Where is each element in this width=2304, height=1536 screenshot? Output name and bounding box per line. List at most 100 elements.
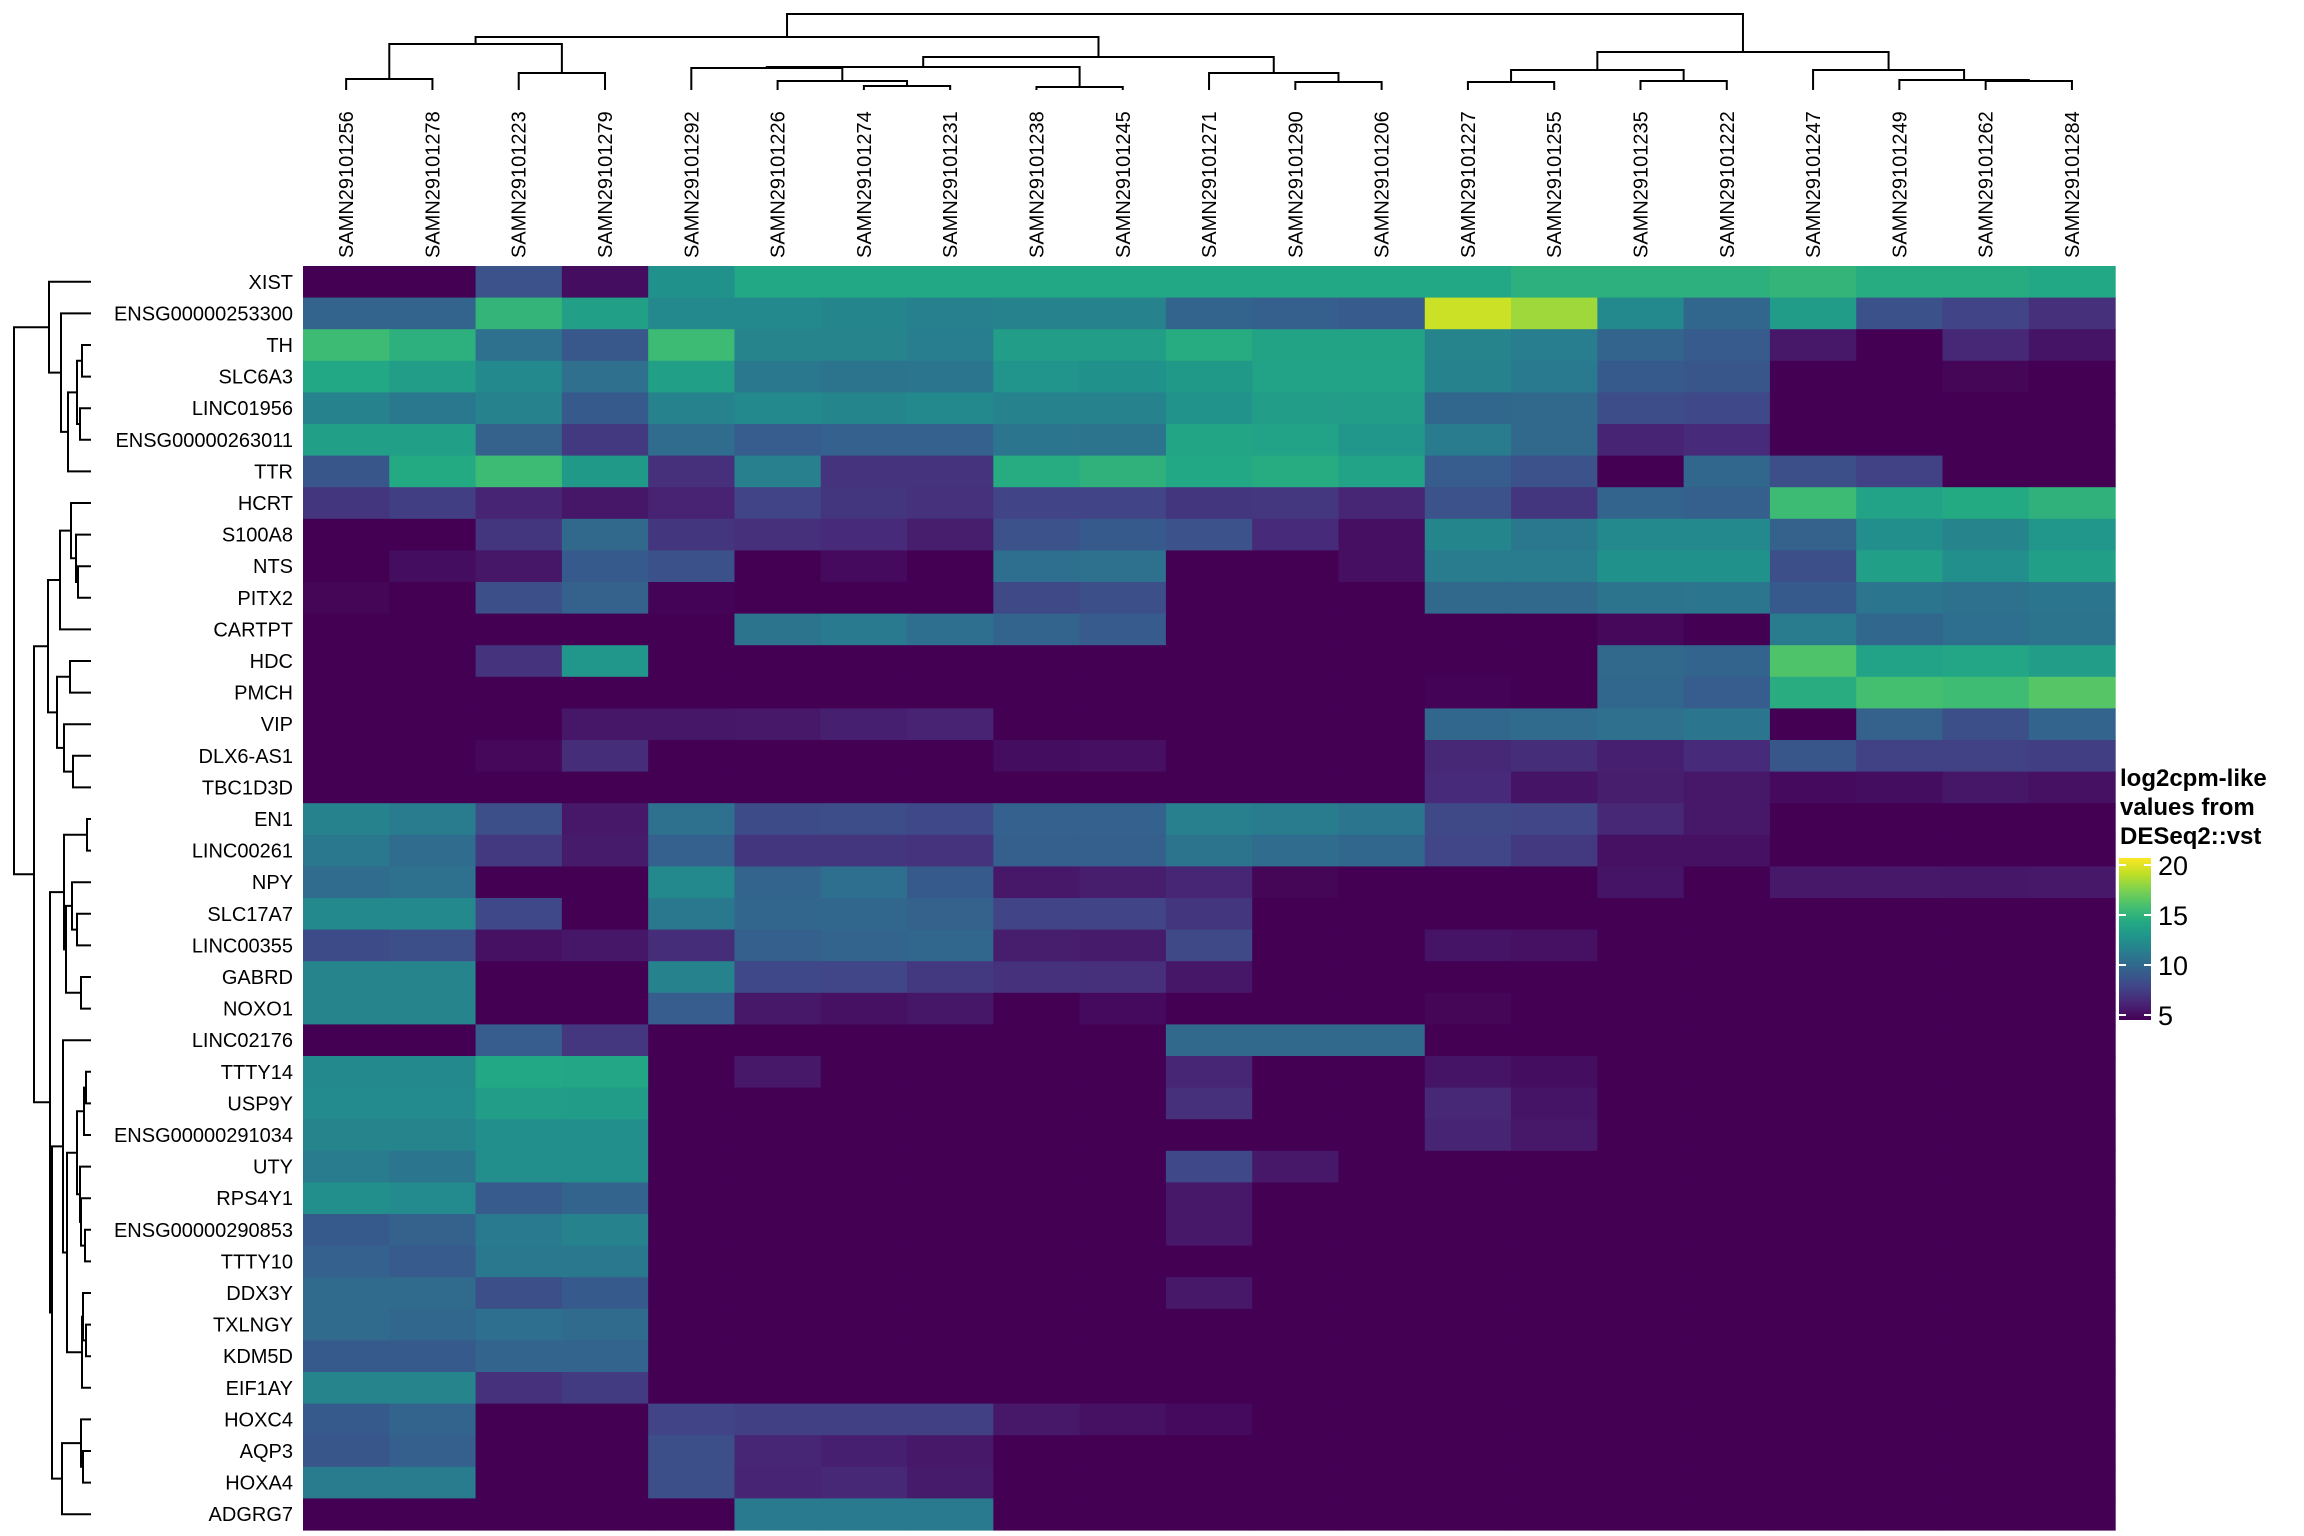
heatmap-cell <box>1597 582 1685 615</box>
heatmap-cell <box>734 1277 822 1310</box>
heatmap-cell <box>993 392 1081 425</box>
heatmap-cell <box>1511 1056 1598 1089</box>
heatmap-cell <box>1511 1498 1598 1531</box>
heatmap-cell <box>1942 1024 2030 1057</box>
heatmap-cell <box>303 424 390 457</box>
row-label: ENSG00000253300 <box>114 303 293 325</box>
heatmap-cell <box>1165 1308 1253 1341</box>
heatmap-cell <box>1424 645 1512 678</box>
heatmap-cell <box>907 424 994 457</box>
heatmap-cell <box>1165 740 1253 773</box>
heatmap-cell <box>648 645 736 678</box>
heatmap-cell <box>1769 297 1857 330</box>
heatmap-cell <box>734 266 822 299</box>
heatmap-cell <box>475 1498 563 1531</box>
heatmap-cell <box>1769 1182 1857 1215</box>
heatmap-cell <box>1769 1056 1857 1089</box>
heatmap-cell <box>1856 582 1944 615</box>
heatmap-cell <box>1942 1466 2030 1499</box>
heatmap-cell <box>1424 582 1512 615</box>
heatmap-cell <box>648 1340 736 1373</box>
heatmap-cell <box>389 1119 477 1152</box>
heatmap-cell <box>2028 803 2116 836</box>
heatmap-cell <box>1769 1119 1857 1152</box>
heatmap-cell <box>1338 1150 1426 1183</box>
heatmap-cell <box>1338 392 1426 425</box>
heatmap-cell <box>820 1308 908 1341</box>
heatmap-cell <box>907 645 994 678</box>
heatmap-cell <box>1165 1403 1253 1436</box>
heatmap-cell <box>1424 487 1512 520</box>
heatmap-cell <box>475 550 563 583</box>
heatmap-cell <box>389 771 477 804</box>
column-label: SAMN29101255 <box>1544 111 1566 258</box>
heatmap-cell <box>1424 1403 1512 1436</box>
heatmap-cell <box>1597 834 1685 867</box>
row-label: EN1 <box>254 809 293 831</box>
heatmap-cell <box>1769 929 1857 962</box>
heatmap-cell <box>475 708 563 741</box>
dendrogram-branch <box>63 723 91 773</box>
heatmap-cell <box>1683 1087 1771 1120</box>
heatmap-cell <box>1079 740 1167 773</box>
heatmap-cell <box>2028 1308 2116 1341</box>
heatmap-cell <box>734 1340 822 1373</box>
heatmap-cell <box>1597 266 1685 299</box>
row-label: UTY <box>253 1157 293 1179</box>
heatmap-cell <box>1769 740 1857 773</box>
heatmap-cell <box>734 1466 822 1499</box>
heatmap-cell <box>561 297 649 330</box>
heatmap-cell <box>993 740 1081 773</box>
heatmap-cell <box>1683 1308 1771 1341</box>
dendrogram-branch <box>345 78 434 90</box>
heatmap-cell <box>907 1150 994 1183</box>
heatmap-cell <box>820 1340 908 1373</box>
heatmap-cell <box>1769 1024 1857 1057</box>
row-label: NOXO1 <box>223 999 293 1021</box>
heatmap-cell <box>1165 1340 1253 1373</box>
heatmap-cell <box>389 1182 477 1215</box>
heatmap-cell <box>1079 360 1167 393</box>
heatmap-cell <box>907 266 994 299</box>
heatmap-cell <box>907 1435 994 1468</box>
heatmap-cell <box>1252 961 1340 994</box>
heatmap-cell <box>1079 645 1167 678</box>
column-label: SAMN29101271 <box>1199 111 1221 258</box>
heatmap-cell <box>1252 1182 1340 1215</box>
heatmap-cell <box>1252 898 1340 931</box>
heatmap-cell <box>993 992 1081 1025</box>
heatmap-cell <box>1942 1214 2030 1247</box>
heatmap-cell <box>820 550 908 583</box>
heatmap-cell <box>1338 992 1426 1025</box>
heatmap-cell <box>561 1245 649 1278</box>
heatmap-cell <box>1252 1498 1340 1531</box>
heatmap-cell <box>1856 708 1944 741</box>
heatmap-cell <box>1683 992 1771 1025</box>
heatmap-cell <box>1856 1498 1944 1531</box>
heatmap-cell <box>1511 898 1598 931</box>
heatmap-cell <box>820 1087 908 1120</box>
heatmap-cell <box>734 518 822 551</box>
heatmap-cell <box>734 929 822 962</box>
heatmap-cell <box>1511 1119 1598 1152</box>
heatmap-cell <box>648 1056 736 1089</box>
heatmap-cell <box>1769 518 1857 551</box>
heatmap-cell <box>303 613 390 646</box>
heatmap-cell <box>561 613 649 646</box>
heatmap-cell <box>2028 550 2116 583</box>
row-label: DLX6-AS1 <box>199 746 294 768</box>
heatmap-cell <box>1597 487 1685 520</box>
heatmap-cell <box>2028 1435 2116 1468</box>
heatmap-cell <box>1511 329 1598 362</box>
heatmap-cell <box>1165 708 1253 741</box>
heatmap-cell <box>303 392 390 425</box>
heatmap-cell <box>1424 1119 1512 1152</box>
legend-tick-label: 10 <box>2158 951 2188 981</box>
heatmap-cell <box>475 866 563 899</box>
heatmap-cell <box>1856 1087 1944 1120</box>
heatmap-cell <box>734 834 822 867</box>
dendrogram-branch <box>65 904 81 994</box>
heatmap-cell <box>2028 961 2116 994</box>
heatmap-cell <box>1079 866 1167 899</box>
heatmap-cell <box>1597 1182 1685 1215</box>
